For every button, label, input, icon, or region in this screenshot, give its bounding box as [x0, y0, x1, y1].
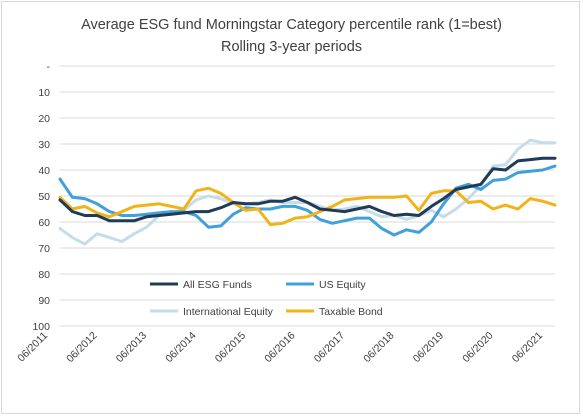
x-tick-label: 06/2018	[361, 330, 396, 365]
gridlines	[60, 65, 555, 327]
series-line-taxable-bond	[58, 186, 557, 227]
legend-label: International Equity	[183, 306, 274, 318]
series-line-international-equity	[58, 138, 557, 246]
series-line-all-esg-funds	[58, 156, 557, 223]
y-axis-ticks: - 10 20 30 40 50 60 70 80 90 100	[32, 61, 50, 333]
x-tick-label: 06/2015	[213, 330, 248, 365]
y-tick-label: -	[47, 61, 51, 73]
y-tick-label: 20	[38, 113, 50, 125]
chart-title-line: Average ESG fund Morningstar Category pe…	[81, 17, 502, 33]
chart-subtitle: Rolling 3-year periods	[220, 39, 363, 55]
chart-title: Average ESG fund Morningstar Category pe…	[0, 14, 583, 58]
x-tick-label: 06/2014	[163, 330, 198, 365]
y-tick-label: 30	[38, 139, 50, 151]
x-tick-label: 06/2019	[411, 330, 446, 365]
y-tick-label: 80	[38, 269, 50, 281]
x-tick-label: 06/2020	[460, 330, 495, 365]
series-lines	[58, 138, 557, 246]
x-tick-label: 06/2017	[312, 330, 347, 365]
y-tick-label: 10	[38, 87, 50, 99]
x-tick-label: 06/2021	[510, 330, 545, 365]
x-axis-ticks: 06/2011 06/2012 06/2013 06/2014 06/2015 06/20…	[15, 330, 545, 365]
legend-label: US Equity	[319, 279, 366, 291]
y-tick-label: 70	[38, 243, 50, 255]
x-tick-label: 06/2016	[262, 330, 297, 365]
legend-label: All ESG Funds	[183, 279, 252, 291]
legend-label: Taxable Bond	[319, 306, 383, 318]
x-tick-label: 06/2013	[114, 330, 149, 365]
legend: All ESG Funds US Equity International Equi…	[150, 279, 383, 318]
y-tick-label: 60	[38, 217, 50, 229]
x-tick-label: 06/2011	[15, 330, 50, 365]
y-tick-label: 40	[38, 165, 50, 177]
y-tick-label: 50	[38, 191, 50, 203]
y-tick-label: 90	[38, 295, 50, 307]
y-tick-label: 100	[32, 321, 50, 333]
x-tick-label: 06/2012	[64, 330, 99, 365]
